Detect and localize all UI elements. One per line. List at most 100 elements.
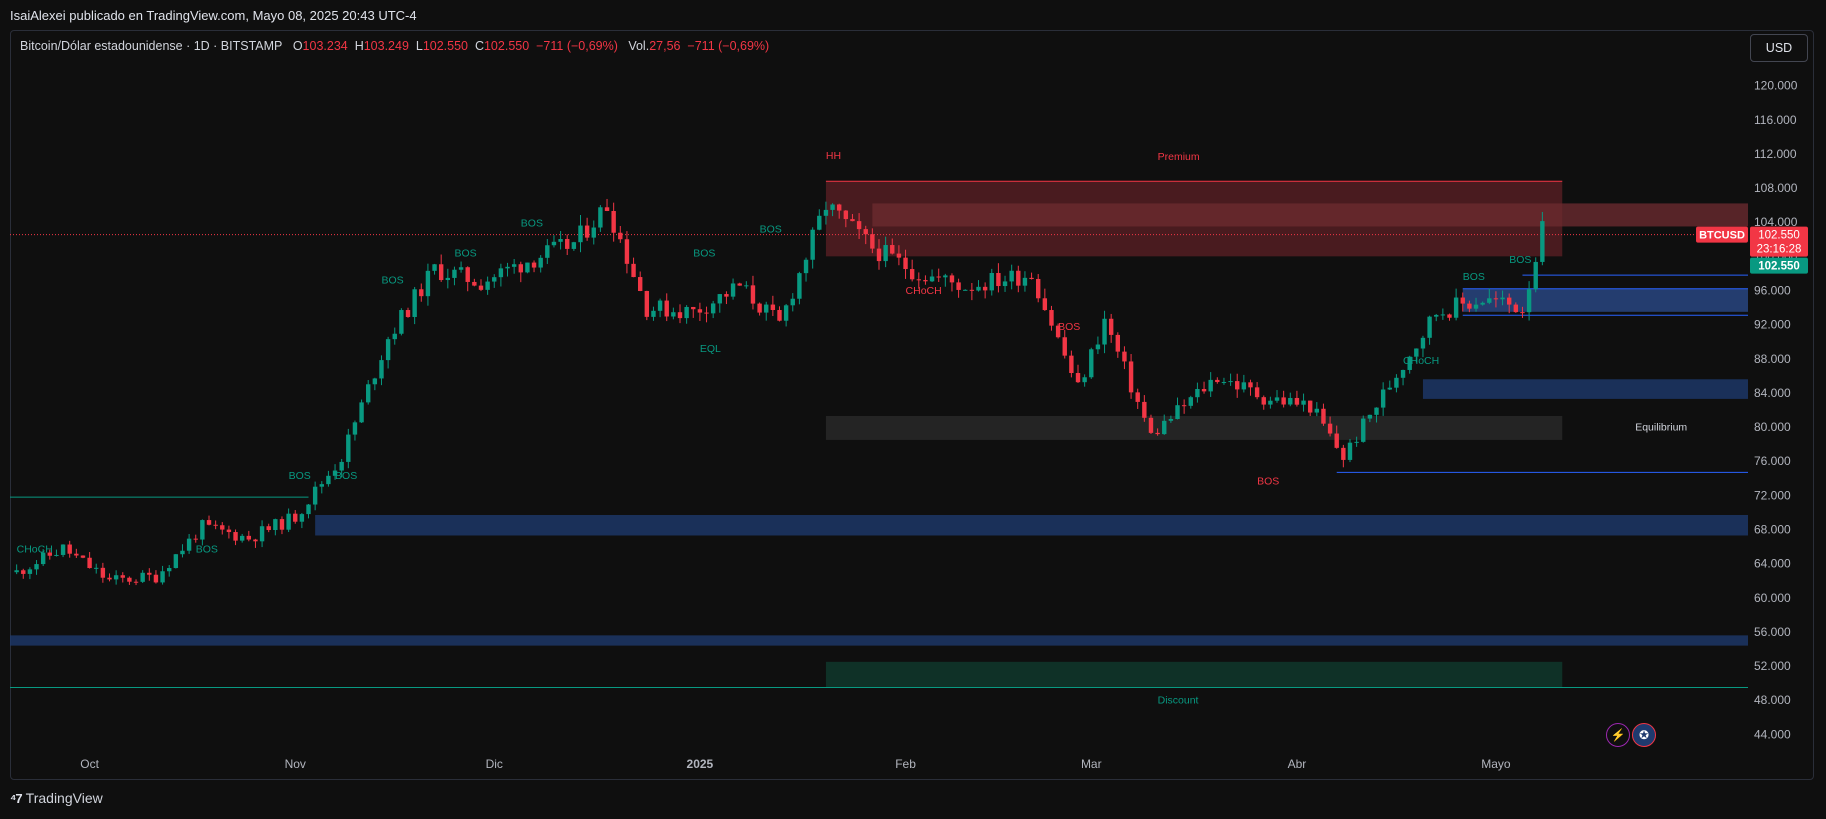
flag-icon[interactable]: ✪	[1632, 723, 1656, 747]
x-tick-label: Mayo	[1481, 757, 1511, 771]
candle-body	[167, 568, 172, 572]
candle-body	[67, 544, 72, 554]
candle-body	[637, 277, 643, 291]
candle-body	[286, 513, 291, 530]
annotation-choch: CHoCH	[1403, 355, 1439, 367]
candle-body	[279, 519, 285, 530]
candle-body	[299, 514, 305, 522]
candle-body	[1036, 278, 1041, 299]
candle-body	[644, 290, 650, 317]
candle-body	[896, 253, 902, 258]
candle-body	[147, 572, 152, 575]
candle-body	[982, 286, 988, 291]
ohlc-legend: Bitcoin/Dólar estadounidense · 1D · BITS…	[20, 39, 769, 53]
candle-body	[1108, 318, 1114, 335]
candle-body	[326, 475, 331, 485]
candle-body	[1540, 221, 1545, 262]
candle-body	[352, 422, 358, 435]
candle-body	[153, 574, 159, 583]
candle-body	[651, 310, 656, 317]
candle-body	[1493, 298, 1499, 300]
candle-body	[399, 310, 404, 334]
lightning-icon[interactable]: ⚡	[1606, 723, 1630, 747]
candle-body	[233, 532, 238, 541]
candle-body	[94, 567, 99, 569]
candle-body	[1473, 304, 1479, 309]
candle-body	[1480, 302, 1485, 305]
x-tick-label: Feb	[895, 757, 916, 771]
candle-body	[392, 333, 397, 340]
candle-body	[1042, 298, 1048, 311]
candle-body	[259, 526, 265, 542]
candle-body	[1361, 418, 1366, 442]
candle-body	[890, 245, 895, 254]
price-tag-green-bg	[1750, 257, 1808, 274]
candle-body	[1062, 337, 1067, 356]
y-tick-label: 92.000	[1754, 318, 1791, 332]
candle-body	[312, 486, 318, 505]
candle-body	[1069, 355, 1074, 373]
candle-body	[943, 275, 948, 278]
candle-body	[684, 306, 689, 319]
publish-line: IsaiAlexei publicado en TradingView.com,…	[10, 8, 417, 23]
candle-body	[963, 289, 968, 291]
candle-body	[631, 263, 636, 278]
zone-equilibrium	[825, 415, 1563, 440]
candle-body	[372, 378, 378, 385]
y-tick-label: 80.000	[1754, 420, 1791, 434]
candle-body	[1075, 372, 1081, 383]
candle-body	[27, 569, 33, 574]
currency-button[interactable]: USD	[1750, 34, 1808, 62]
candle-body	[1228, 381, 1233, 383]
candle-body	[618, 232, 623, 240]
candle-body	[710, 303, 716, 314]
candle-body	[923, 280, 928, 282]
candle-body	[213, 524, 218, 526]
candle-body	[1055, 325, 1061, 338]
annotation-hh: HH	[826, 150, 841, 162]
candle-body	[836, 204, 842, 211]
zone-ob-blue-1	[315, 515, 1749, 536]
high-value: 103.249	[363, 39, 409, 53]
candle-body	[14, 570, 19, 573]
candle-body	[206, 520, 212, 525]
candle-body	[870, 234, 875, 249]
candle-body	[478, 285, 484, 290]
chart-frame[interactable]	[10, 30, 1814, 780]
price-tag-green-value: 102.550	[1758, 261, 1800, 273]
annotation-bos: BOS	[1058, 321, 1080, 333]
candle-body	[1261, 397, 1266, 405]
candle-body	[1208, 379, 1213, 392]
candle-body	[200, 520, 205, 540]
candle-body	[1029, 277, 1034, 279]
candle-body	[1082, 377, 1087, 383]
candle-body	[783, 305, 789, 321]
candle-body	[332, 470, 338, 476]
candle-body	[976, 286, 981, 291]
candle-body	[929, 276, 935, 282]
price-tag-symbol-bg	[1696, 226, 1748, 243]
annotation-bos: BOS	[1509, 254, 1531, 266]
symbol-title[interactable]: Bitcoin/Dólar estadounidense · 1D · BITS…	[20, 39, 283, 53]
candle-body	[1049, 310, 1054, 326]
candle-body	[425, 270, 431, 297]
candle-body	[1460, 297, 1465, 304]
tradingview-logo-icon[interactable]: ⁴7	[10, 790, 23, 806]
candle-body	[1221, 382, 1227, 384]
candle-body	[744, 285, 749, 287]
annotation-bos: BOS	[381, 275, 403, 287]
candle-body	[1288, 397, 1293, 405]
candle-body	[936, 276, 941, 278]
annotation-discount: Discount	[1158, 695, 1199, 707]
candle-body	[1268, 400, 1273, 405]
candle-body	[133, 581, 139, 583]
candle-body	[876, 248, 882, 262]
change-value: −711 (−0,69%)	[536, 39, 618, 53]
x-tick-label: Nov	[285, 757, 306, 771]
candle-body	[319, 484, 324, 487]
candle-body	[883, 245, 888, 262]
footer-brand[interactable]: TradingView	[25, 790, 103, 806]
candle-body	[1175, 405, 1180, 420]
candle-body	[465, 267, 470, 282]
